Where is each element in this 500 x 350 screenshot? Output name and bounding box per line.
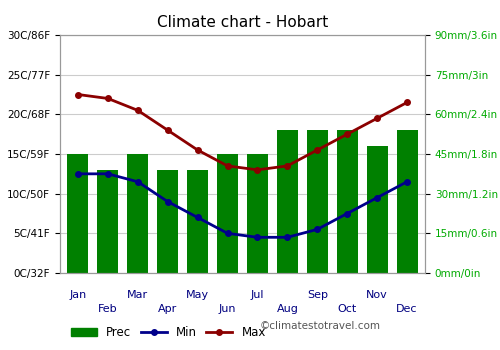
Text: Oct: Oct [338, 303, 357, 314]
Text: Jun: Jun [219, 303, 236, 314]
Text: Nov: Nov [366, 290, 388, 300]
Bar [98, 170, 118, 273]
Bar [187, 170, 208, 273]
Text: Aug: Aug [276, 303, 298, 314]
Bar [307, 130, 328, 273]
Text: Sep: Sep [307, 290, 328, 300]
Bar [157, 170, 178, 273]
Text: Mar: Mar [127, 290, 148, 300]
Bar [366, 146, 388, 273]
Bar [396, 130, 417, 273]
Text: Dec: Dec [396, 303, 418, 314]
Text: Apr: Apr [158, 303, 178, 314]
Legend: Prec, Min, Max: Prec, Min, Max [66, 322, 271, 344]
Text: Jul: Jul [250, 290, 264, 300]
Title: Climate chart - Hobart: Climate chart - Hobart [157, 15, 328, 30]
Bar [247, 154, 268, 273]
Bar [336, 130, 357, 273]
Bar [68, 154, 88, 273]
Text: Feb: Feb [98, 303, 117, 314]
Bar [128, 154, 148, 273]
Bar [217, 154, 238, 273]
Bar [277, 130, 298, 273]
Text: Jan: Jan [70, 290, 86, 300]
Text: ©climatestotravel.com: ©climatestotravel.com [260, 321, 381, 331]
Text: May: May [186, 290, 209, 300]
